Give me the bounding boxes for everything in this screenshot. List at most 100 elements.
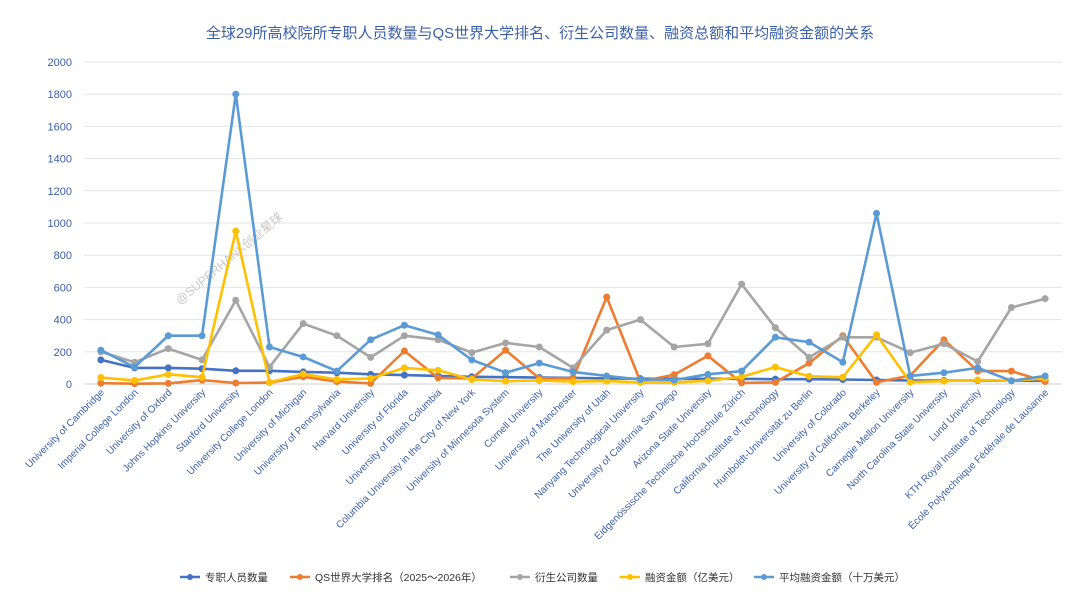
data-point xyxy=(839,358,847,366)
data-point xyxy=(771,363,779,371)
data-point xyxy=(299,353,307,361)
data-point xyxy=(805,372,813,380)
legend-item: 融资金额（亿美元） xyxy=(620,571,740,584)
data-point xyxy=(198,332,206,340)
data-point xyxy=(906,372,914,380)
data-point xyxy=(1007,304,1015,312)
data-point xyxy=(906,349,914,357)
data-point xyxy=(333,375,341,383)
data-point xyxy=(1041,295,1049,303)
data-point xyxy=(535,359,543,367)
legend-label: 融资金额（亿美元） xyxy=(645,571,740,584)
y-tick-label: 400 xyxy=(54,315,72,327)
data-point xyxy=(502,339,510,347)
data-point xyxy=(873,209,881,217)
data-point xyxy=(771,324,779,332)
data-point xyxy=(232,367,240,375)
data-point xyxy=(97,379,105,387)
data-point xyxy=(97,356,105,364)
data-point xyxy=(97,346,105,354)
series-4 xyxy=(97,90,1049,385)
data-point xyxy=(873,331,881,339)
data-point xyxy=(940,377,948,385)
data-point xyxy=(636,375,644,383)
data-point xyxy=(535,343,543,351)
data-point xyxy=(400,364,408,372)
y-axis-ticks: 0 200 400 600 800 1000 1200 1400 1600 1800 2000 xyxy=(48,57,72,391)
legend-label: 平均融资金额（十万美元） xyxy=(779,571,905,584)
data-point xyxy=(805,359,813,367)
data-point xyxy=(232,227,240,235)
legend-item: QS世界大学排名（2025～2026年） xyxy=(290,571,482,584)
data-point xyxy=(603,293,611,301)
data-point xyxy=(940,340,948,348)
legend-marker xyxy=(517,574,523,580)
data-point xyxy=(164,345,172,353)
data-point xyxy=(164,370,172,378)
data-point xyxy=(367,374,375,382)
data-point xyxy=(704,352,712,360)
data-point xyxy=(232,379,240,387)
series-3 xyxy=(97,227,1049,386)
data-point xyxy=(603,326,611,334)
data-point xyxy=(400,347,408,355)
chart-title: 全球29所高校院所专职人员数量与QS世界大学排名、衍生公司数量、融资总额和平均融… xyxy=(206,24,874,42)
data-point xyxy=(97,374,105,382)
y-tick-label: 2000 xyxy=(48,57,72,69)
data-point xyxy=(502,377,510,385)
series-line xyxy=(99,282,1047,370)
x-tick-label: Harvard University xyxy=(311,387,377,453)
data-point xyxy=(771,333,779,341)
legend-item: 专职人员数量 xyxy=(180,571,268,584)
data-point xyxy=(333,332,341,340)
y-tick-label: 600 xyxy=(54,282,72,294)
data-point xyxy=(839,373,847,381)
data-point xyxy=(704,340,712,348)
data-point xyxy=(434,374,442,382)
legend-item: 衍生公司数量 xyxy=(510,571,598,584)
x-tick-label: Cornell University xyxy=(482,387,545,450)
data-point xyxy=(232,90,240,98)
y-tick-label: 1400 xyxy=(48,154,72,166)
data-point xyxy=(434,331,442,339)
data-point xyxy=(974,364,982,372)
data-point xyxy=(400,332,408,340)
data-point xyxy=(805,338,813,346)
data-point xyxy=(198,356,206,364)
legend-label: 专职人员数量 xyxy=(205,571,268,584)
data-point xyxy=(974,357,982,365)
data-point xyxy=(333,367,341,375)
y-tick-label: 1600 xyxy=(48,121,72,133)
y-tick-label: 200 xyxy=(54,347,72,359)
data-point xyxy=(400,371,408,379)
data-point xyxy=(1007,377,1015,385)
data-point xyxy=(873,378,881,386)
data-point xyxy=(502,346,510,354)
data-point xyxy=(569,378,577,386)
data-point xyxy=(164,332,172,340)
data-point xyxy=(704,370,712,378)
data-point xyxy=(468,356,476,364)
x-tick-label: University of Oxford xyxy=(105,387,175,457)
data-point xyxy=(535,376,543,384)
data-point xyxy=(265,343,273,351)
legend-label: QS世界大学排名（2025～2026年） xyxy=(315,571,482,584)
gridlines xyxy=(84,61,1062,385)
y-tick-label: 1000 xyxy=(48,218,72,230)
legend: 专职人员数量 QS世界大学排名（2025～2026年） 衍生公司数量 融资金额（亿美元… xyxy=(180,571,905,584)
data-point xyxy=(468,375,476,383)
data-point xyxy=(400,321,408,329)
data-point xyxy=(738,379,746,387)
legend-marker xyxy=(761,574,767,580)
data-point xyxy=(771,378,779,386)
legend-marker xyxy=(187,574,193,580)
data-point xyxy=(299,370,307,378)
data-point xyxy=(906,378,914,386)
y-tick-label: 0 xyxy=(66,379,72,391)
data-point xyxy=(974,376,982,384)
data-point xyxy=(468,349,476,357)
data-point xyxy=(603,372,611,380)
data-point xyxy=(569,368,577,376)
